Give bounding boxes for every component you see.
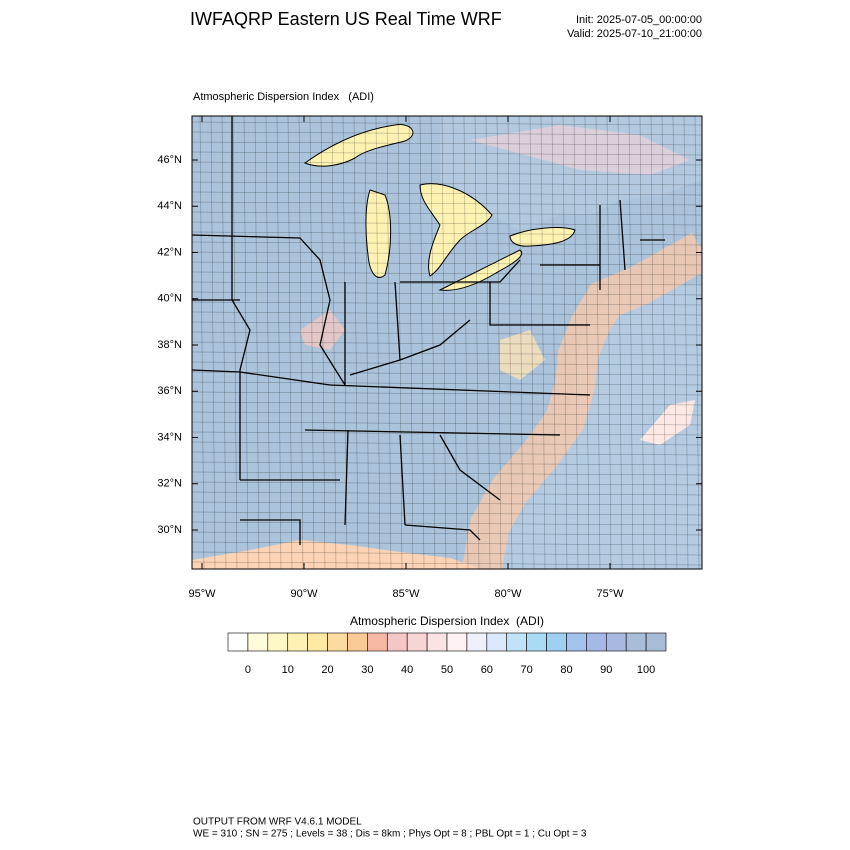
colorbar-box (466, 632, 488, 652)
colorbar-box (307, 632, 328, 652)
colorbar-box (287, 632, 308, 652)
lon-label: 85°W (392, 588, 420, 600)
county-borders (192, 116, 702, 569)
colorbar: 0 10 20 30 40 50 60 70 80 90 100 (227, 632, 667, 676)
colorbar-label: 50 (441, 664, 453, 676)
lon-label: 95°W (188, 588, 216, 600)
colorbar-box (605, 632, 627, 652)
map-frame (191, 115, 703, 570)
colorbar-box (486, 632, 508, 652)
colorbar-box (566, 632, 587, 652)
title: IWFAQRP Eastern US Real Time WRF (190, 9, 502, 29)
colorbar-box (386, 632, 408, 652)
colorbar-box (645, 632, 667, 652)
lon-label: 80°W (494, 588, 522, 600)
colorbar-label: 30 (361, 664, 373, 676)
lat-label: 34°N (157, 431, 182, 443)
lon-label: 75°W (596, 588, 624, 600)
lat-label: 30°N (157, 524, 182, 536)
lat-label: 46°N (157, 154, 182, 166)
colorbar-box (526, 632, 547, 652)
colorbar-label: 100 (637, 664, 655, 676)
warm-patch (500, 330, 545, 380)
valid-time: Valid: 2025-07-10_21:00:00 (567, 28, 702, 40)
colorbar-title: Atmospheric Dispersion Index (ADI) (350, 614, 544, 628)
ocean (482, 285, 702, 569)
map (192, 116, 702, 569)
state-borders (192, 116, 665, 545)
lat-label: 44°N (157, 200, 182, 212)
colorbar-label: 40 (401, 664, 413, 676)
colorbar-box (247, 632, 269, 652)
footer-line: WE = 310 ; SN = 275 ; Levels = 38 ; Dis … (193, 829, 587, 840)
lake-huron (419, 183, 493, 277)
colorbar-box (546, 632, 567, 652)
colorbar-label: 60 (481, 664, 493, 676)
colorbar-label: 80 (560, 664, 572, 676)
colorbar-label: 20 (321, 664, 333, 676)
gulf (192, 540, 482, 569)
warm-patch (470, 125, 690, 175)
init-time: Init: 2025-07-05_00:00:00 (576, 14, 702, 26)
lat-label: 32°N (157, 478, 182, 490)
colorbar-box (367, 632, 388, 652)
colorbar-box (267, 632, 289, 652)
lat-label: 36°N (157, 385, 182, 397)
colorbar-box (586, 632, 607, 652)
colorbar-label: 10 (282, 664, 294, 676)
lat-label: 40°N (157, 293, 182, 305)
lat-label: 38°N (157, 339, 182, 351)
footer-line: OUTPUT FROM WRF V4.6.1 MODEL (193, 817, 362, 828)
coastal-band (462, 232, 702, 569)
lon-label: 90°W (290, 588, 318, 600)
lake-ontario (509, 227, 576, 247)
colorbar-box (227, 632, 249, 652)
lat-label: 42°N (157, 246, 182, 258)
colorbar-box (406, 632, 428, 652)
colorbar-label: 90 (600, 664, 612, 676)
colorbar-label: 0 (245, 664, 251, 676)
map-axes: 46°N 44°N 42°N 40°N 38°N 36°N 34°N 32°N 30°N 95°W… (157, 116, 702, 600)
colorbar-label: 70 (521, 664, 533, 676)
colorbar-box (426, 632, 448, 652)
map-title: Atmospheric Dispersion Index (ADI) (193, 91, 374, 103)
colorbar-box (347, 632, 368, 652)
county-lines (192, 116, 702, 569)
colorbar-box (506, 632, 527, 652)
colorbar-box (446, 632, 468, 652)
colorbar-box (625, 632, 647, 652)
colorbar-box (327, 632, 348, 652)
